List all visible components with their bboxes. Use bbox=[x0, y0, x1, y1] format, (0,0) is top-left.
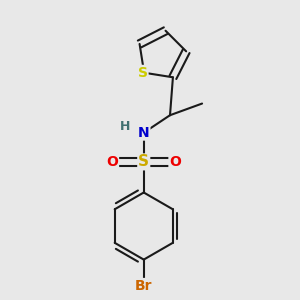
Text: H: H bbox=[120, 120, 130, 134]
Text: O: O bbox=[169, 155, 181, 169]
Text: S: S bbox=[138, 66, 148, 80]
Text: Br: Br bbox=[135, 279, 152, 293]
Text: N: N bbox=[138, 126, 150, 140]
Text: O: O bbox=[106, 155, 118, 169]
Text: S: S bbox=[138, 154, 149, 169]
